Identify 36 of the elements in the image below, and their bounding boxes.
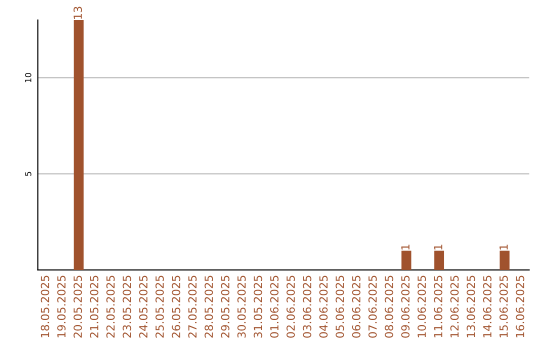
x-tick-label: 04.06.2025 xyxy=(319,276,328,338)
x-tick-label: 03.06.2025 xyxy=(302,276,312,338)
x-tick-label: 02.06.2025 xyxy=(286,276,295,338)
x-tick-label: 11.06.2025 xyxy=(434,276,442,338)
data-label: 1 xyxy=(434,244,442,250)
x-tick-label: 10.06.2025 xyxy=(418,276,426,338)
x-tick-label: 08.06.2025 xyxy=(384,276,394,338)
y-tick-label: 10 xyxy=(25,72,32,82)
x-tick-label: 30.05.2025 xyxy=(237,276,246,338)
x-tick-label: 25.05.2025 xyxy=(155,276,164,338)
x-tick-label: 07.06.2025 xyxy=(368,276,377,338)
x-tick-label: 06.06.2025 xyxy=(352,276,360,338)
x-tick-label: 20.05.2025 xyxy=(74,276,82,338)
x-tick-label: 09.06.2025 xyxy=(401,276,410,338)
x-tick-label: 14.06.2025 xyxy=(483,276,492,338)
x-tick-label: 13.06.2025 xyxy=(466,276,476,338)
x-tick-label: 12.06.2025 xyxy=(450,276,459,338)
x-tick-label: 29.05.2025 xyxy=(220,276,230,338)
x-tick-label: 15.06.2025 xyxy=(499,276,508,338)
x-tick-label: 24.05.2025 xyxy=(139,276,148,338)
x-tick-label: 28.05.2025 xyxy=(204,276,214,338)
data-label: 1 xyxy=(500,244,508,250)
x-tick-label: 01.06.2025 xyxy=(270,276,279,338)
data-label: 1 xyxy=(401,244,410,250)
x-tick-label: 22.05.2025 xyxy=(106,276,115,338)
x-tick-label: 16.06.2025 xyxy=(516,276,524,338)
x-tick-label: 23.05.2025 xyxy=(122,276,132,338)
x-tick-label: 05.06.2025 xyxy=(336,276,344,338)
x-tick-label: 26.05.2025 xyxy=(172,276,180,338)
data-label: 13 xyxy=(74,6,82,19)
x-tick-label: 18.05.2025 xyxy=(40,276,50,338)
y-tick-label: 5 xyxy=(25,172,32,176)
x-tick-label: 21.05.2025 xyxy=(90,276,98,338)
x-tick-label: 27.05.2025 xyxy=(188,276,197,338)
x-tick-label: 19.05.2025 xyxy=(57,276,66,338)
x-tick-label: 31.05.2025 xyxy=(254,276,262,338)
